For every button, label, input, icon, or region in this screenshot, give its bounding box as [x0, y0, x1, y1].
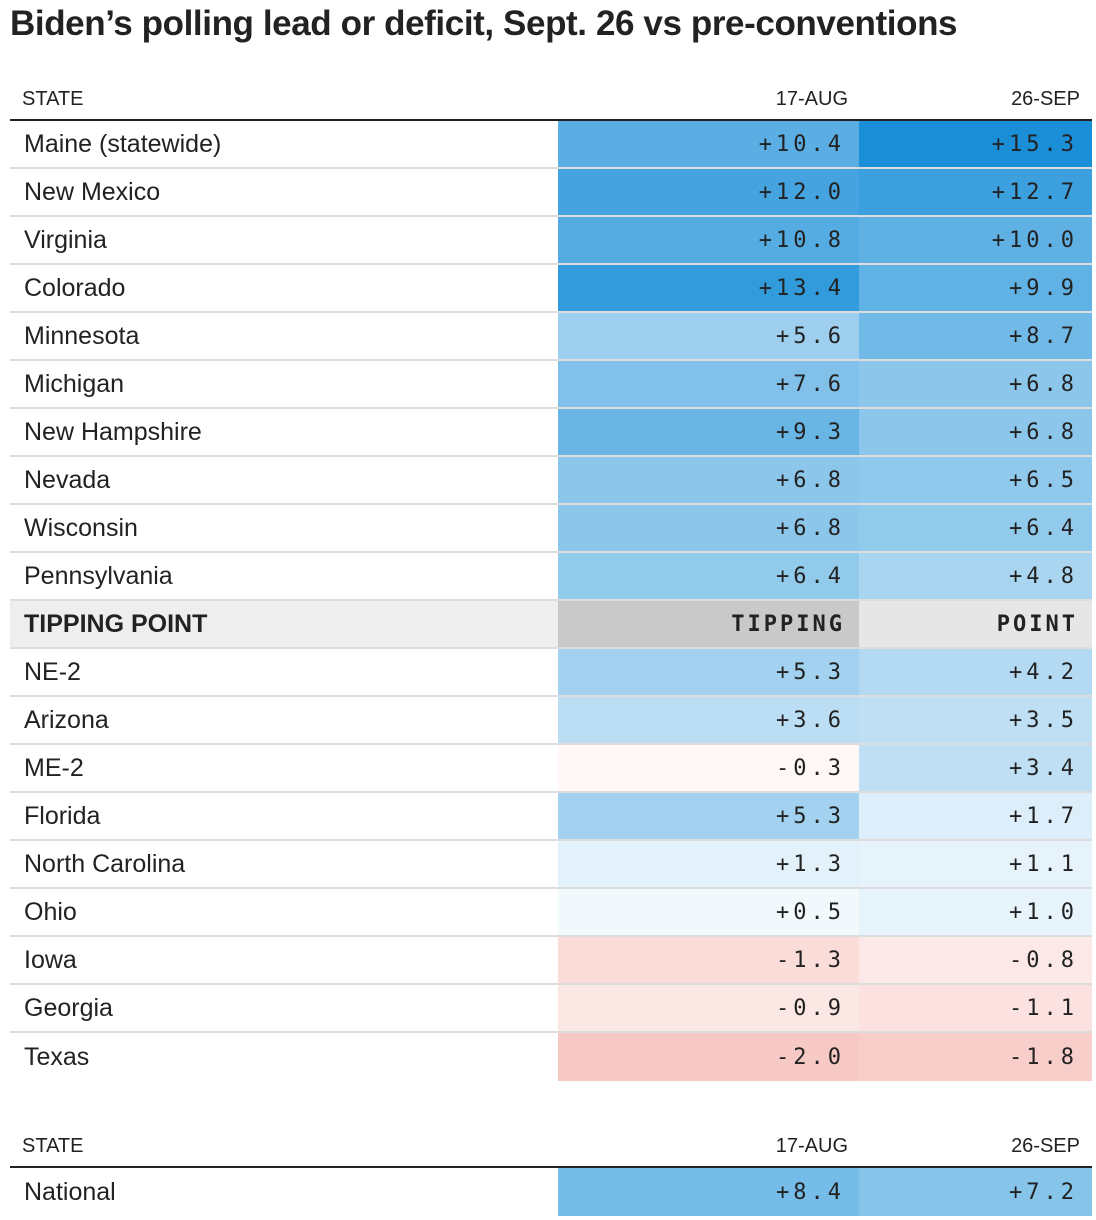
value-17-aug: +9.3: [558, 409, 859, 455]
value-26-sep: -1.8: [859, 1033, 1092, 1081]
value-17-aug: +5.3: [558, 649, 859, 695]
value-17-aug: +10.8: [558, 217, 859, 263]
value-26-sep: +3.5: [859, 697, 1092, 743]
value-26-sep: +12.7: [859, 169, 1092, 215]
value-17-aug: +6.4: [558, 553, 859, 599]
header-17-aug: 17-AUG: [775, 88, 848, 110]
header-26-sep: 26-SEP: [1011, 88, 1080, 110]
state-name: Colorado: [24, 273, 126, 302]
header-state: STATE: [22, 1135, 84, 1157]
table-row: Arizona +3.6 +3.5: [10, 697, 1092, 745]
value-26-sep: +6.8: [859, 361, 1092, 407]
states-table-header: STATE 17-AUG 26-SEP: [10, 83, 1092, 121]
state-name: Arizona: [24, 705, 109, 734]
value-26-sep: +4.2: [859, 649, 1092, 695]
state-name: Wisconsin: [24, 513, 138, 542]
value-17-aug: +6.8: [558, 457, 859, 503]
table-row: Maine (statewide) +10.4 +15.3: [10, 121, 1092, 169]
states-table-body: Maine (statewide) +10.4 +15.3 New Mexico +12…: [10, 121, 1092, 1081]
value-17-aug: +3.6: [558, 697, 859, 743]
table-row: Wisconsin +6.8 +6.4: [10, 505, 1092, 553]
table-row: National +8.4 +7.2: [10, 1168, 1092, 1216]
state-name: Iowa: [24, 945, 77, 974]
table-row: Florida +5.3 +1.7: [10, 793, 1092, 841]
table-row: Ohio +0.5 +1.0: [10, 889, 1092, 937]
table-row: Pennsylvania +6.4 +4.8: [10, 553, 1092, 601]
state-name: National: [24, 1177, 116, 1206]
table-row: New Hampshire +9.3 +6.8: [10, 409, 1092, 457]
value-26-sep: +8.7: [859, 313, 1092, 359]
table-row: North Carolina +1.3 +1.1: [10, 841, 1092, 889]
value-26-sep: +6.4: [859, 505, 1092, 551]
state-name: Maine (statewide): [24, 129, 222, 158]
tipping-point-row: TIPPING POINT TIPPING POINT: [10, 601, 1092, 649]
value-26-sep: +6.8: [859, 409, 1092, 455]
value-26-sep: +1.0: [859, 889, 1092, 935]
table-row: Minnesota +5.6 +8.7: [10, 313, 1092, 361]
value-17-aug: -1.3: [558, 937, 859, 983]
value-17-aug: +5.6: [558, 313, 859, 359]
national-table-body: National +8.4 +7.2: [10, 1168, 1092, 1216]
table-row: Virginia +10.8 +10.0: [10, 217, 1092, 265]
value-17-aug: +5.3: [558, 793, 859, 839]
state-name: Georgia: [24, 993, 113, 1022]
value-17-aug: +0.5: [558, 889, 859, 935]
value-26-sep: +10.0: [859, 217, 1092, 263]
value-17-aug: -0.9: [558, 985, 859, 1031]
value-26-sep: +9.9: [859, 265, 1092, 311]
value-17-aug: +13.4: [558, 265, 859, 311]
value-26-sep: +7.2: [859, 1168, 1092, 1216]
value-17-aug: +7.6: [558, 361, 859, 407]
state-name: Nevada: [24, 465, 111, 494]
states-table: STATE 17-AUG 26-SEP Maine (statewide) +10…: [10, 83, 1092, 1081]
value-17-aug: +1.3: [558, 841, 859, 887]
state-name: Texas: [24, 1042, 90, 1071]
table-row: Georgia -0.9 -1.1: [10, 985, 1092, 1033]
value-26-sep: +1.1: [859, 841, 1092, 887]
state-name: New Hampshire: [24, 417, 202, 446]
state-name: North Carolina: [24, 849, 186, 878]
value-26-sep: +4.8: [859, 553, 1092, 599]
header-state: STATE: [22, 88, 84, 110]
value-17-aug: +8.4: [558, 1168, 859, 1216]
value-17-aug: -0.3: [558, 745, 859, 791]
state-name: New Mexico: [24, 177, 161, 206]
value-17-aug: TIPPING: [558, 601, 859, 647]
state-name: Minnesota: [24, 321, 140, 350]
table-row: Colorado +13.4 +9.9: [10, 265, 1092, 313]
state-name: NE-2: [24, 657, 81, 686]
state-name: Michigan: [24, 369, 125, 398]
state-name: Florida: [24, 801, 101, 830]
state-name: Virginia: [24, 225, 107, 254]
table-row: Texas -2.0 -1.8: [10, 1033, 1092, 1081]
value-26-sep: +1.7: [859, 793, 1092, 839]
header-17-aug: 17-AUG: [775, 1135, 848, 1157]
state-name: Ohio: [24, 897, 77, 926]
value-26-sep: +15.3: [859, 121, 1092, 167]
value-26-sep: +6.5: [859, 457, 1092, 503]
value-17-aug: -2.0: [558, 1033, 859, 1081]
table-row: Iowa -1.3 -0.8: [10, 937, 1092, 985]
value-17-aug: +10.4: [558, 121, 859, 167]
value-17-aug: +6.8: [558, 505, 859, 551]
value-26-sep: -1.1: [859, 985, 1092, 1031]
table-row: Nevada +6.8 +6.5: [10, 457, 1092, 505]
table-row: NE-2 +5.3 +4.2: [10, 649, 1092, 697]
national-table-header: STATE 17-AUG 26-SEP: [10, 1130, 1092, 1168]
value-26-sep: -0.8: [859, 937, 1092, 983]
table-row: Michigan +7.6 +6.8: [10, 361, 1092, 409]
state-name: ME-2: [24, 753, 84, 782]
header-26-sep: 26-SEP: [1011, 1135, 1080, 1157]
value-26-sep: POINT: [859, 601, 1092, 647]
table-row: ME-2 -0.3 +3.4: [10, 745, 1092, 793]
tipping-point-label: TIPPING POINT: [24, 609, 208, 638]
national-table: STATE 17-AUG 26-SEP National +8.4 +7.2: [10, 1130, 1092, 1216]
value-17-aug: +12.0: [558, 169, 859, 215]
table-row: New Mexico +12.0 +12.7: [10, 169, 1092, 217]
state-name: Pennsylvania: [24, 561, 173, 590]
value-26-sep: +3.4: [859, 745, 1092, 791]
chart-title: Biden’s polling lead or deficit, Sept. 2…: [10, 4, 958, 43]
